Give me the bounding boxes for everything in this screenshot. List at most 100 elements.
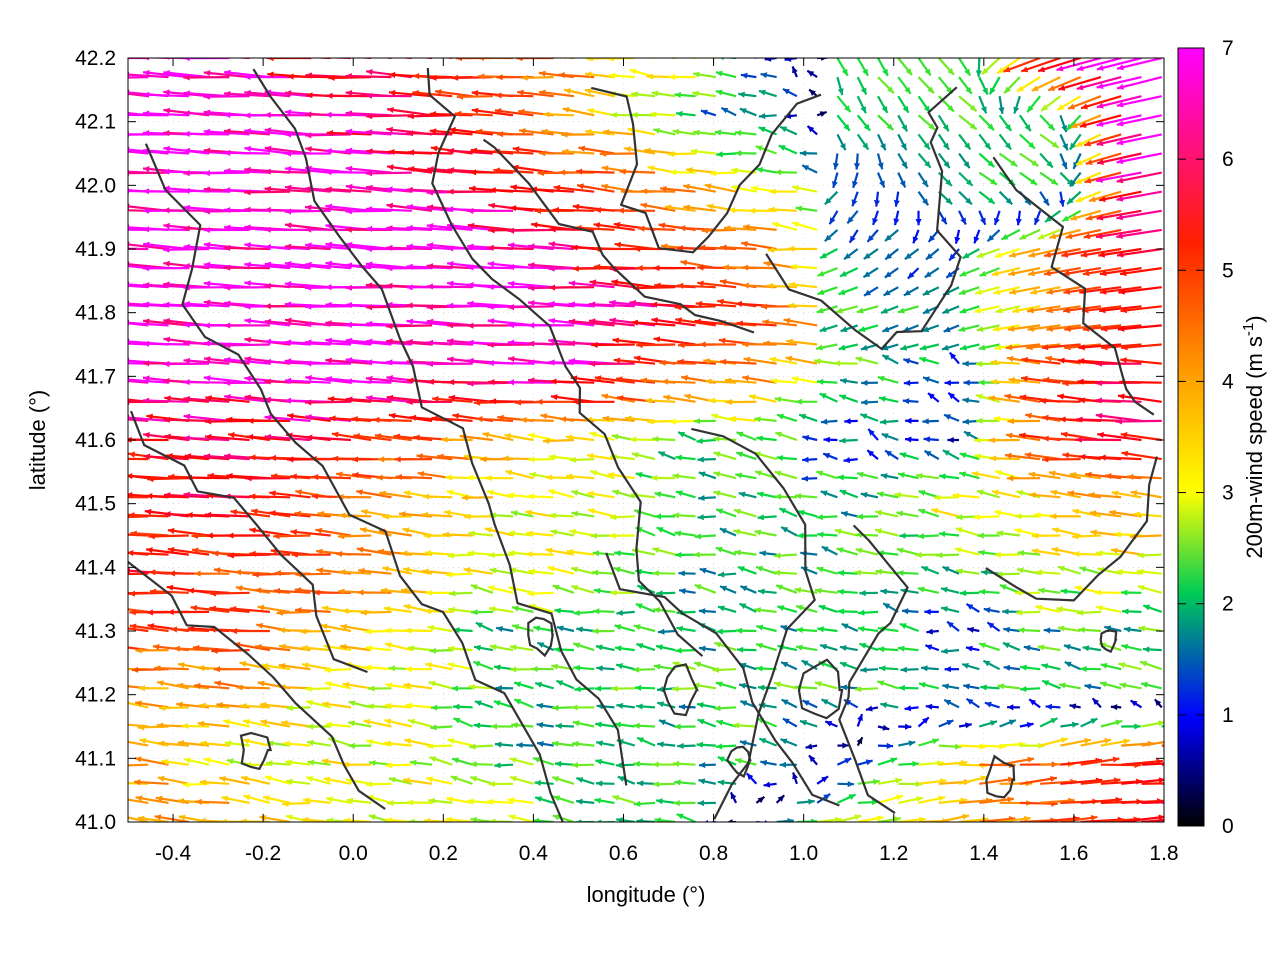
wind-arrow (963, 430, 980, 441)
wind-arrow (223, 284, 270, 291)
wind-arrow (571, 489, 595, 499)
wind-arrow (385, 762, 412, 769)
wind-arrow (509, 775, 534, 785)
wind-arrow (856, 305, 879, 314)
wind-arrow (918, 490, 940, 499)
wind-arrow (805, 743, 818, 750)
wind-arrow (675, 647, 696, 654)
wind-arrow (897, 133, 908, 151)
wind-arrow (587, 508, 615, 518)
wind-arrow (1121, 777, 1164, 785)
wind-arrow (1074, 171, 1102, 185)
wind-arrow (676, 625, 696, 633)
wind-arrow (1033, 210, 1042, 226)
wind-arrow (365, 338, 412, 346)
wind-arrow (948, 351, 960, 365)
wind-arrow (699, 341, 737, 348)
wind-arrow (698, 778, 717, 785)
wind-arrow (543, 111, 574, 118)
wind-arrow (799, 719, 818, 728)
wind-arrow (609, 299, 656, 308)
wind-arrow (276, 609, 311, 616)
wind-arrow (264, 378, 311, 385)
wind-arrow (472, 660, 494, 671)
wind-arrow (839, 645, 858, 652)
colorbar-label-sup: -1 (1240, 323, 1257, 336)
wind-arrow (774, 552, 797, 559)
wind-arrow (284, 377, 331, 384)
wind-arrow (266, 740, 291, 747)
wind-arrow (1065, 228, 1102, 240)
wind-arrow (674, 91, 696, 99)
wind-arrow (446, 796, 473, 804)
wind-arrow (325, 337, 372, 346)
wind-arrow (716, 628, 737, 635)
contour-line (252, 68, 628, 786)
wind-arrow (840, 324, 859, 333)
wind-arrow (1100, 719, 1123, 728)
wind-arrow (589, 431, 615, 442)
wind-arrow (819, 643, 838, 652)
wind-arrow (979, 720, 998, 728)
wind-arrow (1085, 209, 1122, 221)
wind-arrow (223, 719, 250, 728)
wind-arrow (1116, 228, 1162, 239)
wind-arrow (901, 608, 919, 615)
wind-arrow (917, 586, 940, 594)
wind-arrow (1017, 550, 1041, 557)
wind-arrow (938, 531, 960, 538)
wind-arrow (797, 509, 818, 518)
wind-arrow (897, 76, 912, 95)
wind-arrow (633, 800, 656, 807)
wind-arrow (836, 58, 849, 77)
wind-arrow (595, 780, 615, 787)
wind-arrow (692, 71, 716, 79)
wind-arrow (712, 666, 737, 673)
wind-arrow (974, 286, 1000, 295)
wind-arrow (958, 95, 978, 112)
wind-arrow (922, 418, 939, 425)
wind-arrow (715, 743, 737, 750)
wind-arrow (615, 376, 656, 384)
wind-arrow (264, 186, 311, 193)
wind-arrow (650, 111, 676, 118)
wind-arrow (223, 342, 270, 349)
wind-arrow (737, 565, 757, 575)
wind-arrow (575, 798, 595, 805)
wind-arrow (774, 396, 798, 403)
wind-arrow (553, 646, 574, 653)
wind-arrow (324, 667, 352, 674)
wind-arrow (1031, 548, 1061, 556)
colorbar-label: 200m-wind speed (m s-1) (1240, 315, 1267, 558)
wind-arrow (505, 469, 534, 480)
wind-arrow (1060, 814, 1098, 822)
wind-arrow (1110, 547, 1142, 556)
wind-arrow (244, 189, 291, 196)
wind-arrow (1084, 171, 1122, 184)
wind-arrow (876, 133, 887, 151)
wind-arrow (264, 358, 311, 365)
wind-arrow (736, 646, 757, 653)
wind-arrow (816, 378, 838, 385)
wind-arrow (1061, 247, 1102, 258)
wind-arrow (698, 761, 716, 769)
wind-arrow (128, 648, 129, 651)
wind-arrow (636, 703, 656, 710)
wind-arrow (1052, 527, 1081, 537)
wind-arrow (1039, 397, 1081, 404)
wind-arrow (584, 71, 615, 79)
wind-arrow (430, 704, 453, 711)
wind-arrow (235, 585, 271, 594)
wind-arrow (264, 226, 311, 233)
wind-arrow (588, 301, 635, 308)
wind-arrow (337, 533, 372, 540)
wind-arrow (260, 58, 270, 60)
wind-arrow (917, 716, 930, 728)
wind-arrow (326, 129, 372, 137)
wind-arrow (223, 90, 270, 98)
wind-arrow (836, 114, 851, 132)
wind-arrow (771, 221, 798, 231)
wind-arrow (203, 453, 250, 461)
wind-arrow (944, 666, 960, 673)
wind-arrow (1142, 646, 1162, 653)
